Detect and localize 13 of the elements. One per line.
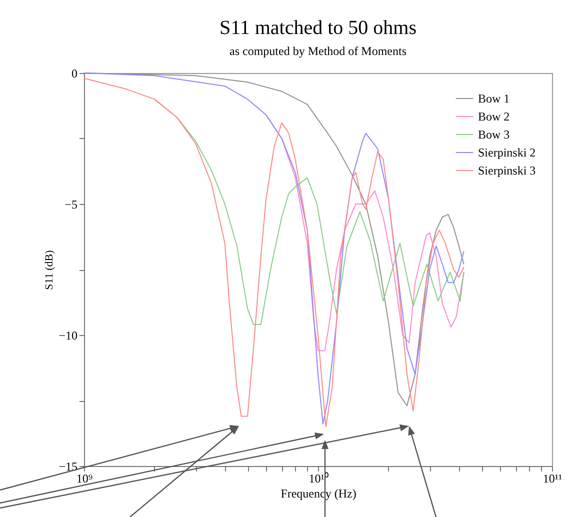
legend-label: Bow 2: [478, 110, 510, 124]
y-tick-label: 0: [72, 66, 78, 80]
legend-label: Bow 3: [478, 128, 510, 142]
y-axis-title: S11 (dB): [44, 250, 56, 290]
y-tick-label: −10: [58, 328, 78, 342]
chart-title: S11 matched to 50 ohms: [219, 17, 417, 39]
x-tick-label: 10⁹: [76, 472, 93, 486]
legend-label: Sierpinski 2: [478, 146, 536, 160]
legend-label: Bow 1: [478, 92, 510, 106]
chart-subtitle: as computed by Method of Moments: [230, 44, 407, 58]
legend-label: Sierpinski 3: [478, 164, 536, 178]
y-tick-label: −5: [64, 198, 78, 212]
x-tick-label: 10¹¹: [542, 472, 562, 486]
